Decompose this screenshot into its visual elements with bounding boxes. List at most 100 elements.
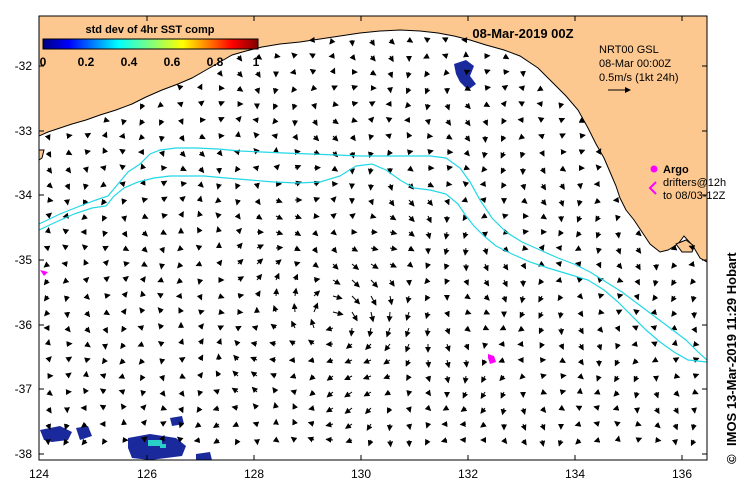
current-vector [388, 38, 395, 45]
current-vector [157, 101, 164, 108]
current-vector [217, 293, 225, 299]
current-vector [425, 389, 431, 397]
current-vector [216, 149, 223, 157]
current-vector [594, 197, 601, 205]
current-vector [480, 421, 487, 428]
current-vector [462, 375, 469, 384]
current-vector [386, 423, 393, 432]
current-vector [197, 100, 205, 107]
current-vector [483, 263, 489, 272]
current-vector [138, 133, 146, 141]
current-vector [236, 70, 243, 78]
current-vector [198, 166, 205, 174]
current-vector [157, 341, 165, 347]
current-vector [292, 273, 299, 281]
current-vector [178, 307, 184, 314]
current-vector [231, 404, 239, 411]
current-vector [408, 230, 415, 237]
current-vector [406, 423, 412, 431]
current-vector [500, 151, 507, 159]
current-vector [444, 359, 451, 369]
current-vector [307, 357, 315, 364]
current-vector [444, 198, 450, 206]
current-vector [140, 419, 147, 427]
current-vector [632, 358, 639, 365]
current-vector [427, 149, 434, 155]
current-vector [538, 133, 545, 140]
current-vector [405, 87, 412, 95]
y-tick-label: -32 [15, 59, 33, 73]
current-vector [236, 54, 243, 62]
current-vector [292, 133, 299, 141]
current-vector [216, 183, 222, 190]
current-vector [196, 83, 203, 91]
current-vector [633, 293, 640, 301]
current-vector [614, 375, 620, 383]
current-vector [118, 389, 126, 395]
current-vector [691, 326, 697, 334]
current-vector [369, 311, 375, 323]
current-vector [309, 318, 316, 329]
current-vector [344, 422, 353, 429]
current-vector [576, 276, 584, 284]
current-vector [444, 310, 450, 318]
current-vector [330, 246, 338, 254]
current-vector [237, 258, 244, 266]
current-vector [464, 102, 471, 110]
current-vector [615, 309, 623, 316]
current-vector [45, 356, 52, 363]
current-vector [294, 149, 301, 156]
current-vector [349, 134, 356, 142]
current-vector [575, 405, 583, 412]
current-vector [102, 230, 109, 238]
current-vector [101, 438, 108, 445]
current-vector [82, 370, 89, 378]
current-vector [178, 406, 184, 414]
current-vector [198, 150, 206, 158]
current-vector [101, 131, 108, 139]
current-vector [251, 386, 259, 394]
current-vector [463, 343, 470, 351]
current-vector [671, 279, 677, 287]
current-vector [309, 374, 316, 381]
current-vector [158, 135, 165, 143]
current-vector [670, 244, 678, 251]
current-vector [424, 404, 432, 412]
y-tick-label: -34 [15, 188, 33, 202]
current-vector [444, 263, 450, 271]
current-vector [370, 263, 379, 269]
x-tick-label: 128 [244, 467, 264, 481]
x-tick-label: 124 [29, 467, 49, 481]
current-vector [560, 373, 567, 380]
current-vector [652, 279, 659, 287]
current-vector [102, 245, 109, 252]
current-vector [362, 374, 372, 380]
current-vector [424, 294, 431, 302]
current-vector [178, 357, 186, 363]
current-vector [518, 85, 525, 92]
current-vector [234, 131, 241, 138]
current-vector [119, 148, 126, 155]
current-vector [482, 247, 489, 256]
sst-patch-highlights [148, 440, 166, 448]
current-vector [464, 135, 471, 142]
current-vector [536, 85, 544, 92]
current-vector [446, 165, 453, 171]
current-vector [634, 278, 640, 286]
current-vector [84, 341, 91, 348]
current-vector [293, 261, 301, 267]
current-vector [633, 375, 640, 383]
current-vector [43, 261, 51, 268]
current-vector [671, 339, 678, 347]
current-vector [424, 103, 431, 111]
current-vector [234, 438, 241, 446]
current-vector [311, 229, 319, 237]
drifter-markers [40, 270, 496, 364]
current-vector [159, 390, 166, 397]
current-vector [480, 391, 487, 400]
current-vector [482, 324, 490, 331]
current-vector [690, 439, 697, 447]
current-vector [325, 421, 334, 428]
current-vector [273, 103, 279, 111]
